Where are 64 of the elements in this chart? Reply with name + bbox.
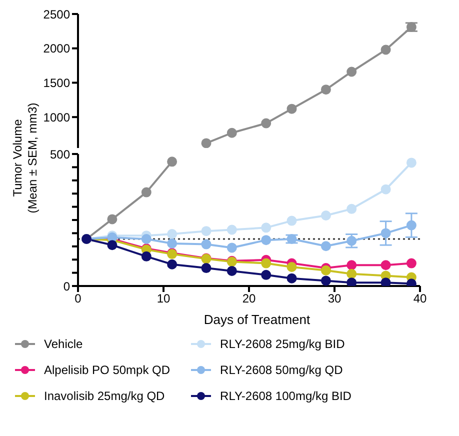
point bbox=[201, 138, 212, 148]
y-tick-label: 500 bbox=[50, 147, 70, 162]
point bbox=[167, 238, 178, 248]
point bbox=[201, 239, 212, 250]
point bbox=[107, 240, 118, 250]
point bbox=[320, 276, 331, 286]
x-axis-title: Days of Treatment bbox=[202, 312, 312, 327]
point bbox=[167, 228, 178, 239]
point bbox=[226, 224, 237, 235]
point bbox=[141, 187, 152, 198]
point bbox=[380, 184, 391, 194]
y-tick-label: 1500 bbox=[43, 76, 70, 90]
legend-label: Vehicle bbox=[44, 337, 83, 351]
point bbox=[406, 278, 416, 286]
point bbox=[346, 260, 357, 270]
legend-label: Alpelisib PO 50mpk QD bbox=[44, 363, 170, 377]
point bbox=[201, 263, 212, 274]
point bbox=[346, 66, 357, 77]
point bbox=[226, 128, 237, 138]
point bbox=[201, 226, 212, 236]
x-tick-label: 20 bbox=[242, 292, 256, 306]
point bbox=[320, 241, 331, 252]
point bbox=[226, 242, 237, 253]
point bbox=[380, 278, 391, 286]
point bbox=[107, 214, 118, 224]
point bbox=[167, 156, 178, 167]
point bbox=[380, 228, 391, 238]
point bbox=[286, 273, 297, 284]
y-tick-label: 2000 bbox=[43, 42, 70, 56]
point bbox=[261, 118, 272, 128]
point bbox=[406, 158, 416, 168]
point bbox=[261, 270, 272, 280]
legend-label: RLY-2608 100mg/kg BID bbox=[220, 389, 352, 403]
y-tick-label: 1000 bbox=[43, 110, 70, 124]
point bbox=[261, 258, 272, 268]
point bbox=[346, 278, 357, 286]
point bbox=[286, 104, 297, 114]
y-axis-title: Tumor Volume (Mean ± SEM, mm3) bbox=[10, 102, 40, 214]
point bbox=[346, 236, 357, 246]
point bbox=[346, 268, 357, 279]
y-tick-label: 2500 bbox=[43, 7, 70, 22]
point bbox=[406, 258, 416, 268]
point bbox=[141, 234, 152, 244]
x-tick-label: 10 bbox=[156, 292, 170, 306]
point bbox=[406, 220, 416, 230]
point bbox=[286, 262, 297, 272]
point bbox=[286, 216, 297, 226]
point bbox=[141, 251, 152, 262]
y-tick-label: 0 bbox=[63, 279, 70, 294]
legend-label: Inavolisib 25mg/kg QD bbox=[44, 389, 165, 403]
x-tick-label: 30 bbox=[328, 292, 342, 306]
point bbox=[167, 259, 178, 270]
legend-label: RLY-2608 50mg/kg QD bbox=[220, 363, 343, 377]
point bbox=[380, 260, 391, 270]
point bbox=[346, 204, 357, 214]
legend-label: RLY-2608 25mg/kg BID bbox=[220, 337, 345, 351]
point bbox=[226, 266, 237, 276]
x-tick-label: 40 bbox=[413, 292, 427, 306]
point bbox=[261, 235, 272, 246]
point bbox=[320, 84, 331, 95]
point bbox=[380, 44, 391, 55]
point bbox=[261, 222, 272, 233]
point bbox=[320, 210, 331, 221]
x-tick-label: 0 bbox=[74, 292, 82, 306]
